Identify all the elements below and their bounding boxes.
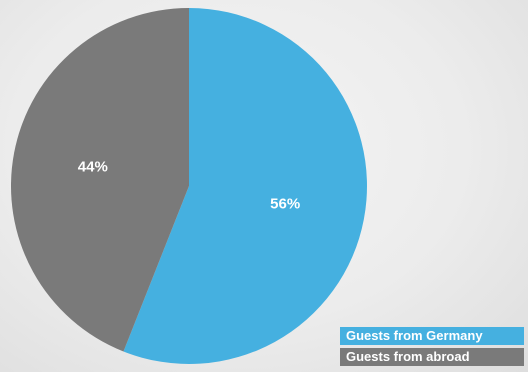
legend: Guests from Germany Guests from abroad bbox=[340, 327, 524, 369]
legend-item-abroad: Guests from abroad bbox=[340, 348, 524, 366]
pie-slice-germany bbox=[123, 8, 367, 364]
legend-item-germany: Guests from Germany bbox=[340, 327, 524, 345]
slice-label-abroad: 44% bbox=[78, 159, 108, 176]
slice-label-germany: 56% bbox=[270, 195, 300, 212]
pie-slice-abroad bbox=[10, 8, 190, 352]
